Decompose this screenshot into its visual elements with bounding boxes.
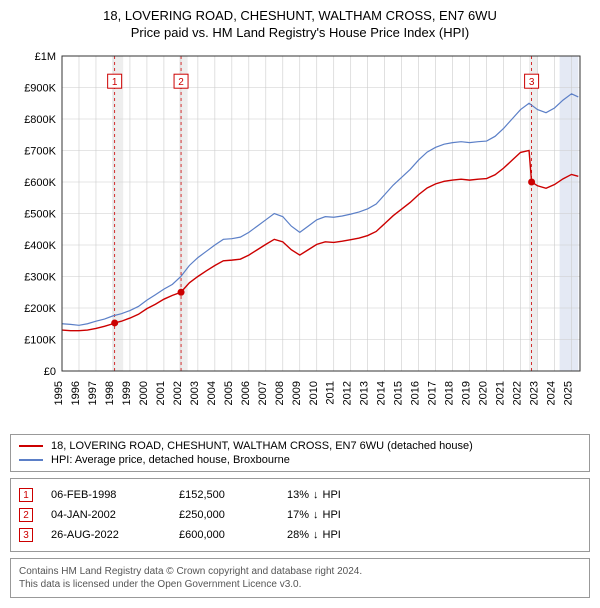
svg-text:1998: 1998 <box>104 381 116 405</box>
svg-text:£600K: £600K <box>24 177 56 189</box>
svg-text:£500K: £500K <box>24 209 56 221</box>
svg-text:2023: 2023 <box>529 381 541 405</box>
arrow-down-icon: ↓ <box>313 529 319 541</box>
legend-label: HPI: Average price, detached house, Brox… <box>51 454 290 466</box>
sale-date: 04-JAN-2002 <box>51 509 161 521</box>
sale-row: 1 06-FEB-1998 £152,500 13% ↓ HPI <box>19 485 581 505</box>
svg-text:2024: 2024 <box>546 381 558 405</box>
svg-text:2014: 2014 <box>376 381 388 405</box>
sale-marker-icon: 3 <box>19 528 33 542</box>
legend-row: 18, LOVERING ROAD, CHESHUNT, WALTHAM CRO… <box>19 439 581 453</box>
svg-text:2025: 2025 <box>563 381 575 405</box>
sale-price: £152,500 <box>179 489 269 501</box>
arrow-down-icon: ↓ <box>313 509 319 521</box>
sale-diff-pct: 28% <box>287 529 309 541</box>
svg-text:2017: 2017 <box>427 381 439 405</box>
sale-row: 2 04-JAN-2002 £250,000 17% ↓ HPI <box>19 505 581 525</box>
svg-text:1995: 1995 <box>53 381 65 405</box>
svg-text:2001: 2001 <box>155 381 167 405</box>
legend-swatch-property <box>19 445 43 447</box>
sales-table: 1 06-FEB-1998 £152,500 13% ↓ HPI 2 04-JA… <box>10 478 590 552</box>
svg-text:1999: 1999 <box>121 381 133 405</box>
sale-diff-label: HPI <box>323 529 341 541</box>
svg-text:2003: 2003 <box>189 381 201 405</box>
svg-text:2: 2 <box>178 77 184 88</box>
svg-text:£900K: £900K <box>24 83 56 95</box>
title-address: 18, LOVERING ROAD, CHESHUNT, WALTHAM CRO… <box>10 8 590 23</box>
svg-text:2015: 2015 <box>393 381 405 405</box>
sale-date: 06-FEB-1998 <box>51 489 161 501</box>
svg-text:2012: 2012 <box>342 381 354 405</box>
svg-text:2011: 2011 <box>325 381 337 405</box>
sale-diff-label: HPI <box>323 489 341 501</box>
title-subtitle: Price paid vs. HM Land Registry's House … <box>10 25 590 40</box>
svg-text:2004: 2004 <box>206 381 218 405</box>
chart-container: 18, LOVERING ROAD, CHESHUNT, WALTHAM CRO… <box>0 0 600 608</box>
svg-text:2006: 2006 <box>240 381 252 405</box>
sale-diff: 28% ↓ HPI <box>287 529 341 541</box>
sale-diff-pct: 13% <box>287 489 309 501</box>
svg-text:£100K: £100K <box>24 335 56 347</box>
sale-diff-pct: 17% <box>287 509 309 521</box>
svg-text:2013: 2013 <box>359 381 371 405</box>
legend-label: 18, LOVERING ROAD, CHESHUNT, WALTHAM CRO… <box>51 440 473 452</box>
svg-text:1: 1 <box>112 77 118 88</box>
sale-marker-icon: 1 <box>19 488 33 502</box>
sale-price: £600,000 <box>179 529 269 541</box>
sale-date: 26-AUG-2022 <box>51 529 161 541</box>
sale-price: £250,000 <box>179 509 269 521</box>
footer-line2: This data is licensed under the Open Gov… <box>19 578 581 591</box>
sale-diff: 13% ↓ HPI <box>287 489 341 501</box>
svg-text:£200K: £200K <box>24 303 56 315</box>
sale-diff: 17% ↓ HPI <box>287 509 341 521</box>
title-block: 18, LOVERING ROAD, CHESHUNT, WALTHAM CRO… <box>10 8 590 40</box>
legend-swatch-hpi <box>19 459 43 461</box>
arrow-down-icon: ↓ <box>313 489 319 501</box>
svg-text:£1M: £1M <box>35 51 56 63</box>
legend-box: 18, LOVERING ROAD, CHESHUNT, WALTHAM CRO… <box>10 434 590 472</box>
svg-text:2022: 2022 <box>512 381 524 405</box>
svg-text:2000: 2000 <box>138 381 150 405</box>
sale-row: 3 26-AUG-2022 £600,000 28% ↓ HPI <box>19 525 581 545</box>
sale-diff-label: HPI <box>323 509 341 521</box>
svg-text:£300K: £300K <box>24 272 56 284</box>
svg-text:2016: 2016 <box>410 381 422 405</box>
svg-text:2021: 2021 <box>495 381 507 405</box>
svg-text:2019: 2019 <box>461 381 473 405</box>
svg-text:2002: 2002 <box>172 381 184 405</box>
footer-line1: Contains HM Land Registry data © Crown c… <box>19 565 581 578</box>
chart-area: £0 £100K £200K £300K £400K £500K £600K £700K £80… <box>10 46 590 426</box>
svg-text:£700K: £700K <box>24 146 56 158</box>
legend-row: HPI: Average price, detached house, Brox… <box>19 453 581 467</box>
svg-text:2018: 2018 <box>444 381 456 405</box>
svg-text:£0: £0 <box>44 366 56 378</box>
svg-text:3: 3 <box>529 77 535 88</box>
svg-text:2010: 2010 <box>308 381 320 405</box>
svg-text:2020: 2020 <box>478 381 490 405</box>
svg-text:2009: 2009 <box>291 381 303 405</box>
svg-text:2008: 2008 <box>274 381 286 405</box>
chart-svg: £0 £100K £200K £300K £400K £500K £600K £700K £80… <box>10 46 590 426</box>
svg-text:1996: 1996 <box>70 381 82 405</box>
svg-text:2005: 2005 <box>223 381 235 405</box>
sale-marker-icon: 2 <box>19 508 33 522</box>
footer-box: Contains HM Land Registry data © Crown c… <box>10 558 590 598</box>
svg-text:£400K: £400K <box>24 240 56 252</box>
svg-text:2007: 2007 <box>257 381 269 405</box>
svg-text:£800K: £800K <box>24 114 56 126</box>
svg-text:1997: 1997 <box>87 381 99 405</box>
